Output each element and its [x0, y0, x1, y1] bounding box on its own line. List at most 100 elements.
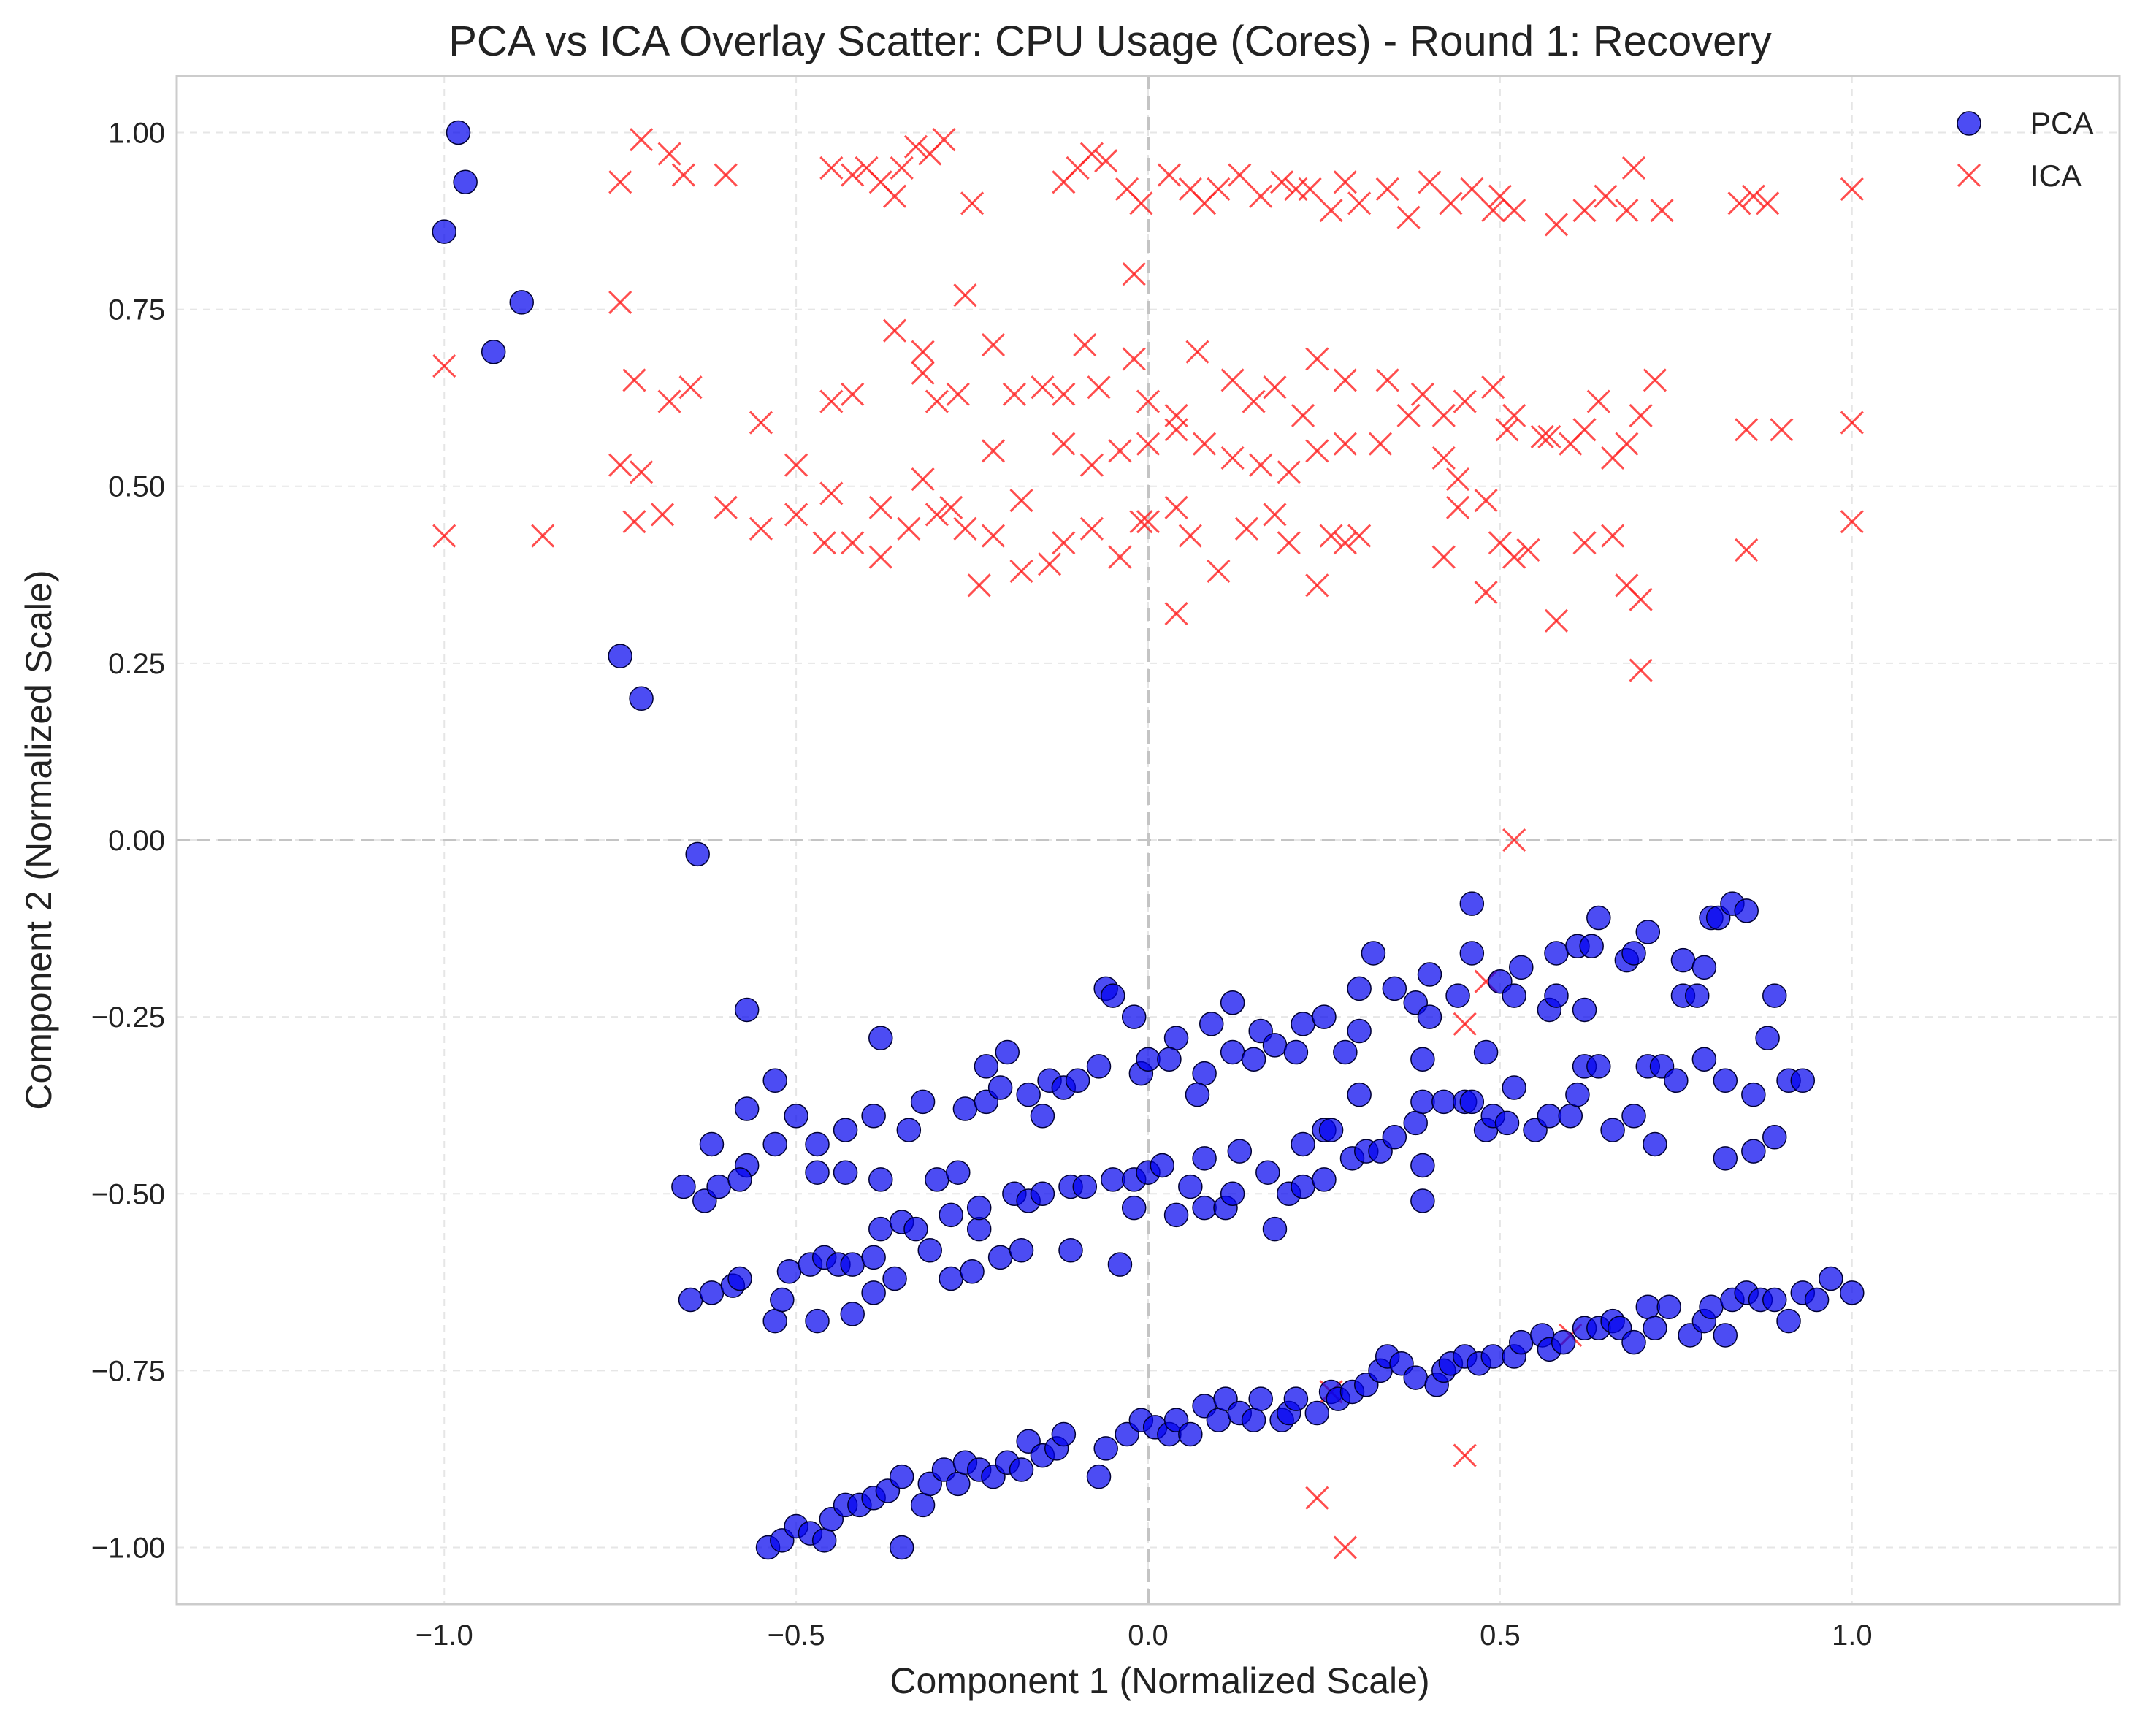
pca-point	[960, 1259, 985, 1284]
ica-point	[1601, 524, 1625, 548]
pca-point	[1445, 983, 1470, 1008]
pca-point	[889, 1464, 914, 1489]
pca-point	[1431, 1089, 1456, 1115]
pca-point	[1347, 976, 1372, 1001]
ica-point	[1094, 149, 1118, 173]
ica-point	[1502, 828, 1526, 852]
pca-point	[1178, 1174, 1203, 1199]
ica-point	[1445, 495, 1470, 519]
ica-point	[1840, 510, 1864, 534]
pca-point	[1579, 934, 1604, 959]
ica-point	[1185, 340, 1209, 364]
legend-ica-label: ICA	[2030, 159, 2082, 193]
pca-point	[1241, 1408, 1266, 1432]
y-axis-label: Component 2 (Normalized Scale)	[18, 570, 59, 1110]
ica-point	[1178, 524, 1202, 548]
ica-point	[1277, 531, 1301, 555]
pca-point	[453, 169, 478, 195]
ica-point	[1164, 495, 1188, 519]
ica-point	[1572, 531, 1597, 555]
pca-point	[1361, 941, 1386, 966]
ica-point	[1129, 191, 1153, 215]
pca-point	[1635, 1294, 1661, 1319]
pca-point	[1065, 1068, 1090, 1093]
pca-point	[685, 841, 710, 867]
pca-point	[671, 1174, 696, 1199]
pca-point	[1410, 1089, 1435, 1115]
pca-point	[896, 1118, 922, 1142]
pca-point	[987, 1075, 1013, 1100]
pca-point	[1459, 1089, 1485, 1115]
ica-point	[1249, 453, 1273, 477]
pca-point	[1755, 1026, 1780, 1050]
ica-point	[967, 573, 991, 598]
pca-point	[1600, 1118, 1625, 1142]
pca-point	[1291, 1174, 1315, 1199]
plot-area	[175, 75, 2121, 1606]
pca-series	[432, 120, 1865, 1560]
pca-point	[1502, 983, 1526, 1008]
ica-point	[1079, 516, 1104, 541]
pca-point	[1072, 1174, 1098, 1199]
pca-point	[1312, 1167, 1337, 1192]
ica-point	[897, 516, 921, 541]
pca-point	[1058, 1237, 1083, 1263]
ica-point	[1002, 382, 1026, 406]
pca-point	[1762, 983, 1787, 1008]
pca-point	[1163, 1202, 1189, 1228]
ica-point	[678, 375, 703, 400]
pca-point	[699, 1280, 725, 1305]
pca-point	[1291, 1131, 1315, 1157]
pca-point	[1762, 1287, 1787, 1313]
ica-point	[1164, 418, 1188, 442]
pca-point	[805, 1160, 830, 1185]
pca-point	[1621, 1329, 1646, 1355]
ica-point	[1333, 531, 1357, 555]
ica-point	[1418, 170, 1442, 194]
ica-point	[1234, 516, 1258, 541]
pca-point	[966, 1216, 992, 1242]
ica-point	[882, 318, 907, 343]
legend-pca-label: PCA	[2030, 106, 2093, 140]
pca-point	[946, 1160, 971, 1185]
pca-point	[509, 290, 534, 315]
ica-point	[1263, 375, 1287, 400]
pca-point	[966, 1195, 992, 1221]
pca-point	[1227, 1139, 1253, 1164]
pca-point	[727, 1266, 752, 1291]
ica-point	[749, 516, 773, 541]
ica-point	[1530, 424, 1554, 449]
pca-point	[1656, 1294, 1681, 1319]
pca-point	[1030, 1181, 1055, 1207]
pca-point	[699, 1131, 725, 1157]
pca-point	[1009, 1457, 1034, 1482]
pca-point	[917, 1237, 942, 1263]
pca-point	[1192, 1061, 1217, 1086]
ica-point	[1038, 552, 1062, 576]
pca-point	[987, 1245, 1013, 1270]
ica-point	[1629, 587, 1653, 611]
ica-point	[1650, 198, 1674, 223]
y-tick-label: 0.25	[108, 648, 165, 680]
pca-point	[1713, 1068, 1738, 1093]
pca-point	[1199, 1012, 1224, 1036]
ica-point	[882, 184, 907, 208]
pca-point	[1101, 983, 1125, 1008]
pca-point	[1790, 1068, 1816, 1093]
ica-point	[1305, 573, 1329, 598]
ica-point	[1108, 439, 1132, 463]
ica-point	[1572, 198, 1597, 223]
pca-point	[1417, 1004, 1442, 1029]
ica-point	[1333, 432, 1357, 456]
pca-point	[861, 1280, 886, 1305]
ica-point	[1263, 503, 1287, 527]
ica-point	[1298, 177, 1322, 202]
ica-point	[622, 510, 646, 534]
ica-point	[1136, 432, 1161, 456]
pca-point	[1220, 1039, 1245, 1065]
pca-point	[1410, 1188, 1435, 1213]
pca-point	[1473, 1039, 1499, 1065]
pca-point	[1586, 1054, 1611, 1079]
ica-point	[714, 163, 738, 187]
